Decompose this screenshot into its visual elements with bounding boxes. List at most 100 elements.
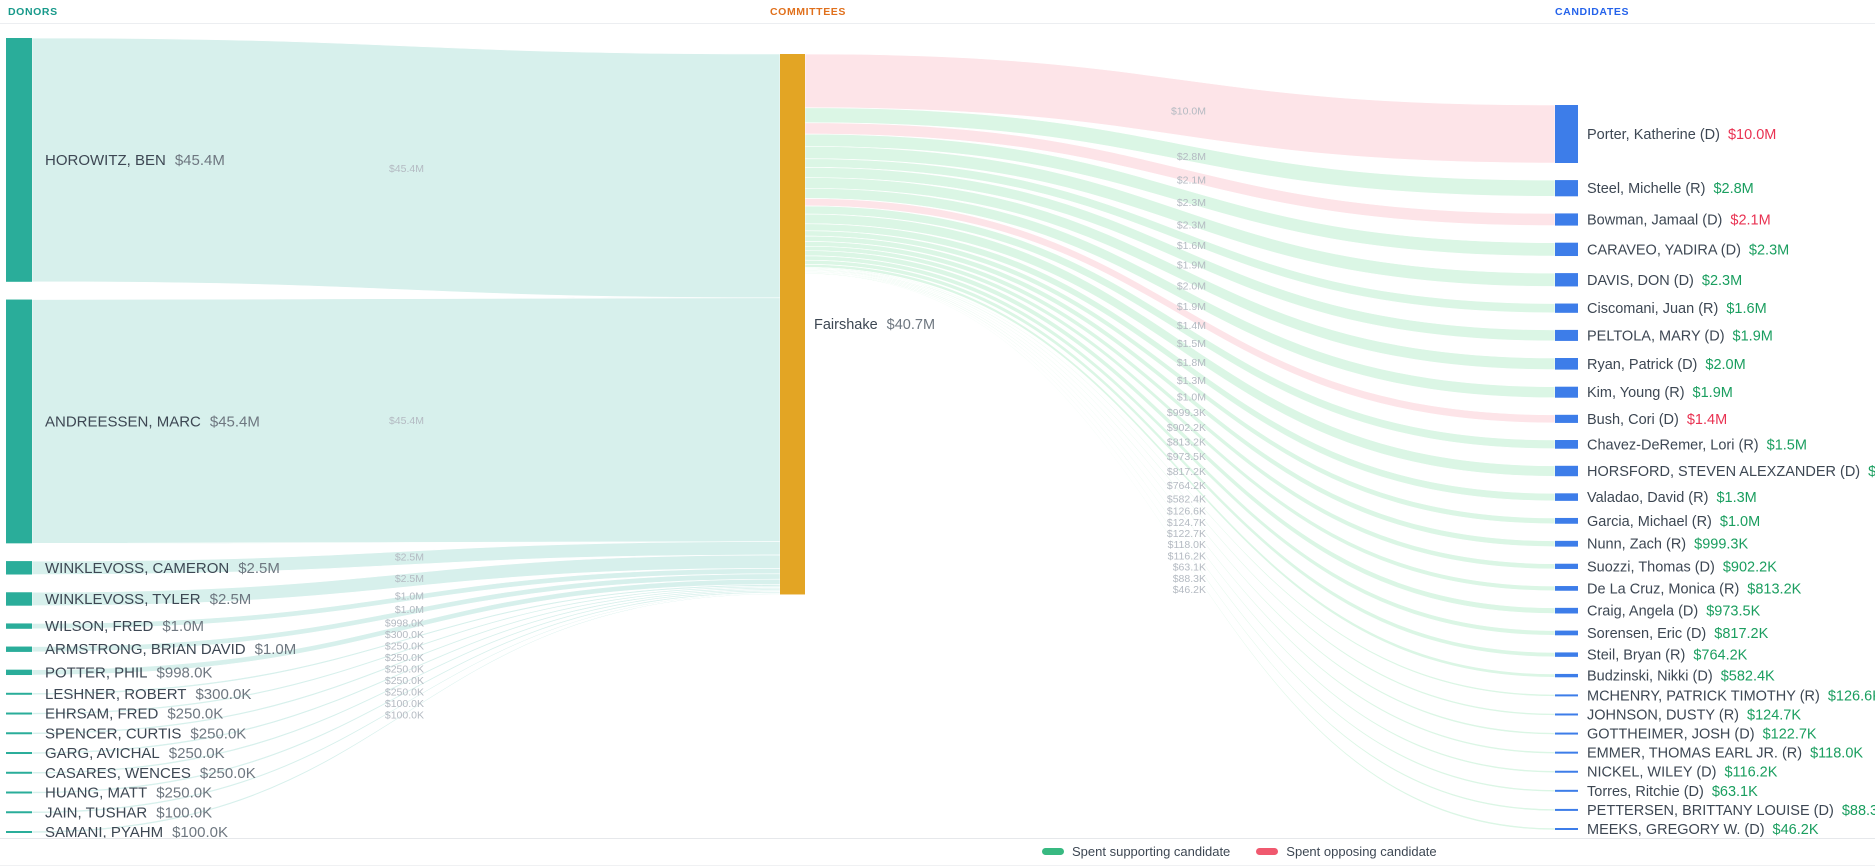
support-spending-flow[interactable]: [804, 270, 1556, 774]
oppose-spending-flow[interactable]: [804, 122, 1556, 226]
candidate-node[interactable]: [1555, 751, 1578, 754]
donation-flow[interactable]: [31, 593, 781, 834]
support-spending-flow[interactable]: [804, 205, 1556, 450]
legend-swatch-oppose-icon: [1256, 848, 1279, 855]
candidate-node[interactable]: [1555, 732, 1578, 735]
donor-label: WINKLEVOSS, TYLER $2.5M: [45, 591, 251, 608]
support-spending-flow[interactable]: [804, 245, 1556, 592]
spending-flow-amount-label: $126.6K: [1167, 506, 1206, 518]
column-header-donors: DONORS: [8, 6, 58, 18]
candidate-label: Sorensen, Eric (D) $817.2K: [1587, 626, 1769, 642]
spending-flow-amount-label: $999.3K: [1167, 407, 1206, 419]
support-spending-flow[interactable]: [804, 177, 1556, 370]
donation-flow-amount-label: $100.0K: [385, 709, 424, 721]
donor-label: JAIN, TUSHAR $100.0K: [45, 804, 212, 821]
candidate-node[interactable]: [1555, 493, 1578, 501]
spending-flow-amount-label: $2.1M: [1177, 175, 1206, 187]
candidate-node[interactable]: [1555, 673, 1578, 678]
donor-node[interactable]: [6, 692, 32, 695]
candidate-node[interactable]: [1555, 329, 1578, 341]
support-spending-flow[interactable]: [804, 271, 1556, 793]
donation-flow-amount-label: $2.5M: [395, 552, 424, 564]
spending-flow-amount-label: $2.8M: [1177, 151, 1206, 163]
candidate-node[interactable]: [1555, 694, 1578, 697]
column-headers: DONORS COMMITTEES CANDIDATES: [0, 0, 1875, 24]
donation-flow-amount-label: $300.0K: [385, 629, 424, 641]
donor-node[interactable]: [6, 791, 32, 794]
donor-node[interactable]: [6, 38, 32, 282]
candidate-label: CARAVEO, YADIRA (D) $2.3M: [1587, 242, 1789, 258]
candidate-node[interactable]: [1555, 652, 1578, 657]
donor-label: EHRSAM, FRED $250.0K: [45, 706, 223, 723]
donor-label: ARMSTRONG, BRIAN DAVID $1.0M: [45, 641, 296, 658]
spending-flow-amount-label: $46.2K: [1173, 584, 1206, 596]
candidate-label: Valadao, David (R) $1.3M: [1587, 490, 1757, 506]
support-spending-flow[interactable]: [804, 213, 1556, 477]
donor-node[interactable]: [6, 646, 32, 652]
committee-node[interactable]: [780, 54, 805, 595]
legend-item-support: Spent supporting candidate: [1042, 844, 1230, 859]
donor-node[interactable]: [6, 299, 32, 544]
candidate-node[interactable]: [1555, 828, 1578, 830]
candidate-node[interactable]: [1555, 770, 1578, 773]
candidate-node[interactable]: [1555, 242, 1578, 257]
candidate-node[interactable]: [1555, 414, 1578, 423]
spending-flow-amount-label: $1.4M: [1177, 320, 1206, 332]
donor-node[interactable]: [6, 771, 32, 774]
candidate-node[interactable]: [1555, 465, 1578, 477]
candidate-node[interactable]: [1555, 586, 1578, 591]
footer-divider: [0, 838, 1875, 839]
donation-flow-amount-label: $250.0K: [385, 686, 424, 698]
spending-flow-amount-label: $116.2K: [1168, 550, 1206, 562]
support-spending-flow[interactable]: [804, 269, 1556, 754]
candidate-node[interactable]: [1555, 540, 1578, 547]
candidate-node[interactable]: [1555, 563, 1578, 569]
candidate-label: Craig, Angela (D) $973.5K: [1587, 604, 1761, 620]
support-spending-flow[interactable]: [804, 268, 1556, 735]
spending-flow-amount-label: $1.0M: [1177, 391, 1206, 403]
candidate-label: NICKEL, WILEY (D) $116.2K: [1587, 765, 1778, 781]
candidate-label: Ciscomani, Juan (R) $1.6M: [1587, 301, 1767, 317]
spending-flow-amount-label: $10.0M: [1171, 106, 1206, 118]
candidate-node[interactable]: [1555, 180, 1578, 197]
candidate-node[interactable]: [1555, 440, 1578, 449]
donation-flow-amount-label: $998.0K: [385, 617, 424, 629]
donation-flow-amount-label: $250.0K: [385, 652, 424, 664]
candidate-node[interactable]: [1555, 517, 1578, 524]
candidate-label: Ryan, Patrick (D) $2.0M: [1587, 357, 1746, 373]
support-spending-flow[interactable]: [804, 255, 1556, 636]
donor-node[interactable]: [6, 561, 32, 575]
donor-node[interactable]: [6, 623, 32, 629]
candidate-node[interactable]: [1555, 213, 1578, 226]
donor-label: POTTER, PHIL $998.0K: [45, 664, 212, 681]
candidate-node[interactable]: [1555, 713, 1578, 716]
page-bottom-edge: [0, 865, 1875, 866]
donor-node[interactable]: [6, 732, 32, 735]
legend: Spent supporting candidate Spent opposin…: [1042, 844, 1437, 859]
candidate-node[interactable]: [1555, 808, 1578, 811]
donor-node[interactable]: [6, 712, 32, 715]
support-spending-flow[interactable]: [804, 187, 1556, 399]
candidate-node[interactable]: [1555, 303, 1578, 313]
oppose-spending-flow[interactable]: [804, 198, 1556, 424]
candidate-node[interactable]: [1555, 105, 1578, 163]
donor-node[interactable]: [6, 831, 32, 833]
support-spending-flow[interactable]: [804, 271, 1556, 812]
spending-flow-amount-label: $63.1K: [1173, 562, 1206, 574]
candidate-label: Steel, Michelle (R) $2.8M: [1587, 181, 1754, 197]
candidate-node[interactable]: [1555, 607, 1578, 614]
donor-node[interactable]: [6, 592, 32, 606]
candidate-node[interactable]: [1555, 386, 1578, 398]
candidate-node[interactable]: [1555, 630, 1578, 636]
spending-flow-amount-label: $124.7K: [1167, 517, 1206, 529]
donor-node[interactable]: [6, 669, 32, 676]
donor-node[interactable]: [6, 811, 32, 814]
candidate-label: EMMER, THOMAS EARL JR. (R) $118.0K: [1587, 746, 1863, 762]
candidate-node[interactable]: [1555, 358, 1578, 370]
candidate-node[interactable]: [1555, 789, 1578, 792]
candidate-node[interactable]: [1555, 273, 1578, 287]
support-spending-flow[interactable]: [804, 167, 1556, 342]
donor-node[interactable]: [6, 752, 32, 755]
